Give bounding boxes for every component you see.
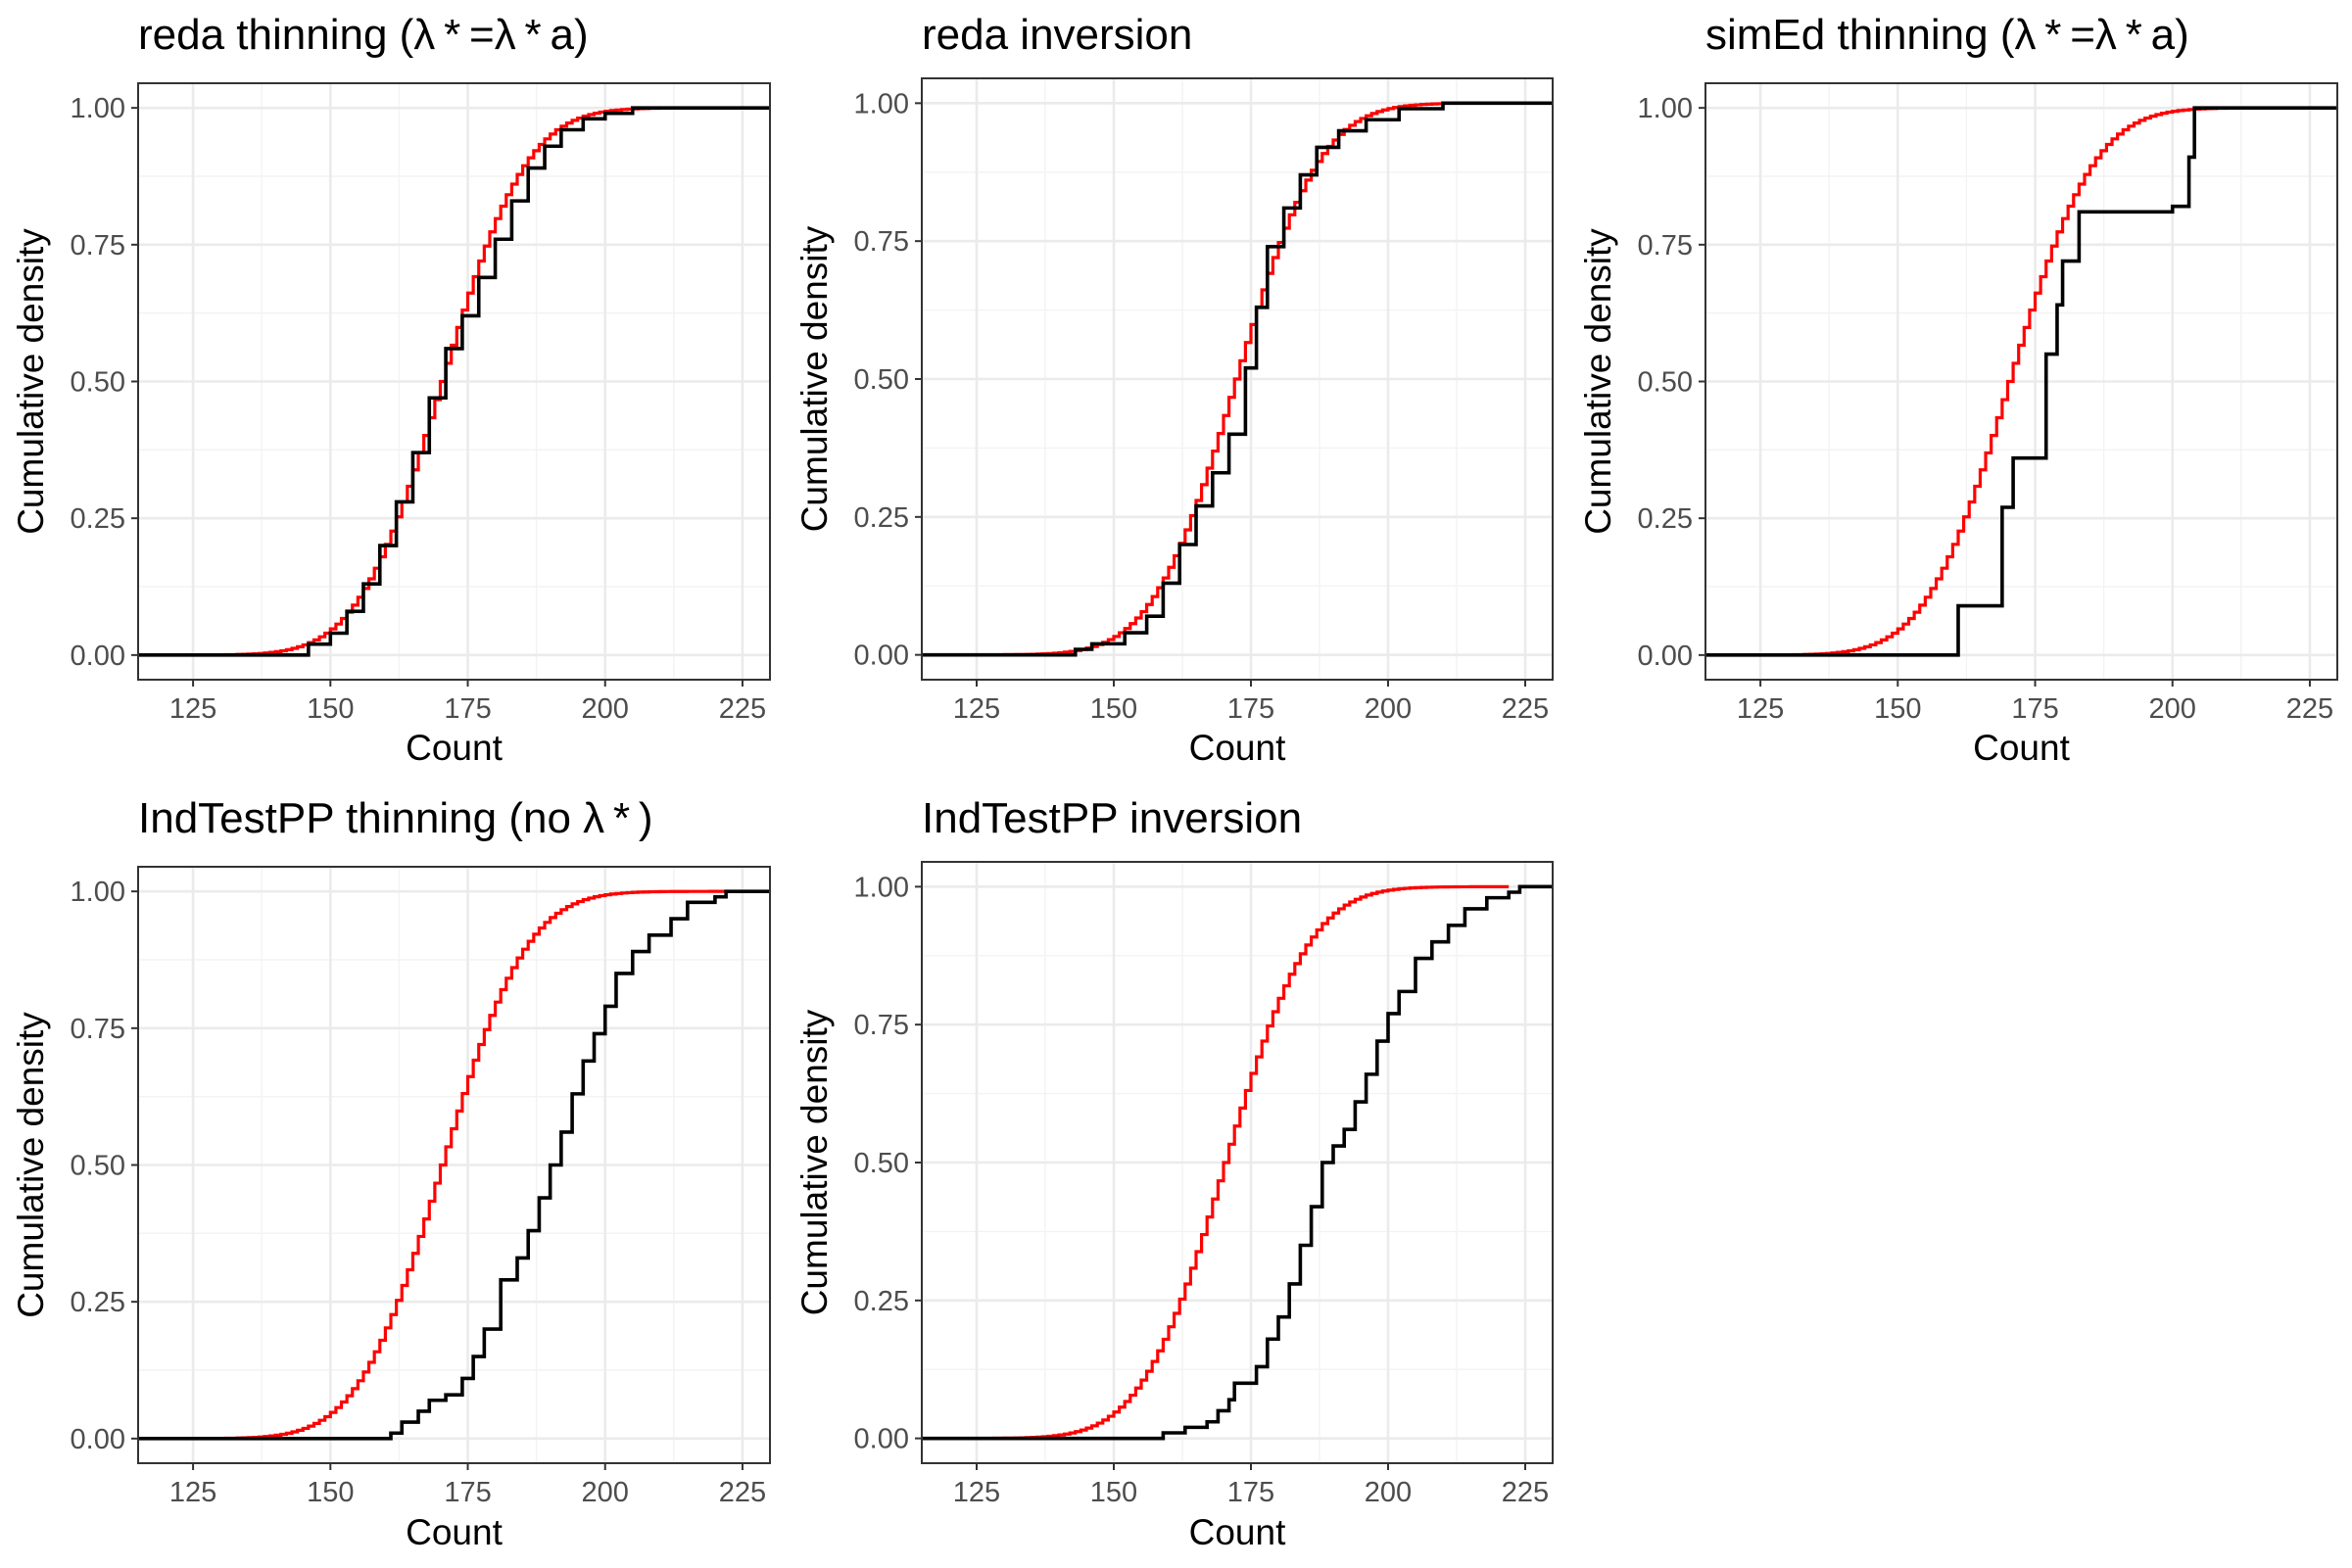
x-tick-label: 225 <box>1502 1477 1549 1508</box>
x-tick-label: 200 <box>582 693 629 725</box>
x-axis-title: Count <box>406 1512 503 1552</box>
y-tick-label: 0.00 <box>854 641 909 672</box>
y-tick-label: 0.25 <box>1638 503 1693 535</box>
y-tick-label: 1.00 <box>71 93 125 124</box>
x-tick-label: 200 <box>2149 693 2196 725</box>
empirical-cdf-line <box>138 106 770 657</box>
x-tick-label: 150 <box>1090 1477 1137 1508</box>
y-axis-title: Cumulative density <box>794 225 835 532</box>
x-tick-label: 200 <box>1365 1477 1412 1508</box>
x-tick-label: 175 <box>1227 1477 1274 1508</box>
x-tick-label: 125 <box>953 1477 1000 1508</box>
x-tick-label: 150 <box>307 693 354 725</box>
x-tick-label: 225 <box>719 693 766 725</box>
y-tick-label: 1.00 <box>854 872 909 903</box>
empirical-cdf-line <box>1705 106 2337 657</box>
chart-panel-3: 125 150 175 200 225 0.00 0.25 0.50 0.75 1.00 Count… <box>1578 11 2338 768</box>
y-tick-label: 0.50 <box>854 1148 909 1179</box>
y-tick-label: 0.25 <box>71 503 125 535</box>
y-tick-label: 1.00 <box>71 877 125 908</box>
x-axis-title: Count <box>1973 728 2070 768</box>
x-tick-label: 150 <box>1874 693 1921 725</box>
x-tick-label: 150 <box>1090 693 1137 725</box>
x-tick-label: 125 <box>169 1477 216 1508</box>
y-tick-label: 1.00 <box>1638 93 1693 124</box>
chart-panel-5: 125 150 175 200 225 0.00 0.25 0.50 0.75 1.00 Count… <box>794 794 1554 1552</box>
x-tick-label: 175 <box>444 693 491 725</box>
y-tick-label: 0.75 <box>71 1014 125 1045</box>
x-tick-label: 175 <box>2011 693 2058 725</box>
panel-title: IndTestPP inversion <box>922 794 1302 842</box>
x-tick-label: 150 <box>307 1477 354 1508</box>
y-tick-label: 0.50 <box>854 364 909 396</box>
x-axis-title: Count <box>1189 728 1286 768</box>
y-tick-label: 0.25 <box>854 502 909 534</box>
panel-title: reda thinning (λ * =λ * a) <box>138 11 589 59</box>
x-tick-label: 175 <box>1227 693 1274 725</box>
panel-title: reda inversion <box>922 11 1192 59</box>
chart-panel-1: 125 150 175 200 225 0.00 0.25 0.50 0.75 1.00 Count… <box>11 11 771 768</box>
x-tick-label: 175 <box>444 1477 491 1508</box>
empirical-cdf-line <box>922 101 1553 657</box>
y-tick-label: 0.25 <box>71 1287 125 1318</box>
x-tick-label: 125 <box>953 693 1000 725</box>
y-tick-label: 0.00 <box>71 641 125 672</box>
x-axis-title: Count <box>406 728 503 768</box>
y-tick-label: 0.75 <box>854 1010 909 1041</box>
y-axis-title: Cumulative density <box>11 1012 51 1318</box>
y-tick-label: 0.00 <box>71 1424 125 1455</box>
panel-title: IndTestPP thinning (no λ * ) <box>138 794 653 842</box>
empirical-cdf-line <box>922 884 1553 1441</box>
y-tick-label: 0.00 <box>1638 641 1693 672</box>
x-tick-label: 200 <box>1365 693 1412 725</box>
y-tick-label: 1.00 <box>854 88 909 119</box>
y-axis-title: Cumulative density <box>794 1009 835 1315</box>
x-tick-label: 125 <box>1737 693 1784 725</box>
y-axis-title: Cumulative density <box>1578 228 1618 535</box>
y-tick-label: 0.75 <box>854 226 909 258</box>
x-tick-label: 200 <box>582 1477 629 1508</box>
x-tick-label: 225 <box>1502 693 1549 725</box>
x-tick-label: 225 <box>719 1477 766 1508</box>
y-axis-title: Cumulative density <box>11 228 51 535</box>
panel-title: simEd thinning (λ * =λ * a) <box>1705 11 2189 59</box>
x-axis-title: Count <box>1189 1512 1286 1552</box>
y-tick-label: 0.50 <box>1638 367 1693 399</box>
y-tick-label: 0.00 <box>854 1424 909 1455</box>
y-tick-label: 0.50 <box>71 367 125 399</box>
y-tick-label: 0.25 <box>854 1286 909 1317</box>
chart-panel-2: 125 150 175 200 225 0.00 0.25 0.50 0.75 1.00 Count… <box>794 11 1554 768</box>
y-tick-label: 0.75 <box>1638 230 1693 261</box>
y-tick-label: 0.50 <box>71 1151 125 1182</box>
x-tick-label: 225 <box>2286 693 2333 725</box>
x-tick-label: 125 <box>169 693 216 725</box>
y-tick-label: 0.75 <box>71 230 125 261</box>
chart-panel-4: 125 150 175 200 225 0.00 0.25 0.50 0.75 1.00 Count… <box>11 794 771 1552</box>
empirical-cdf-line <box>138 889 770 1441</box>
